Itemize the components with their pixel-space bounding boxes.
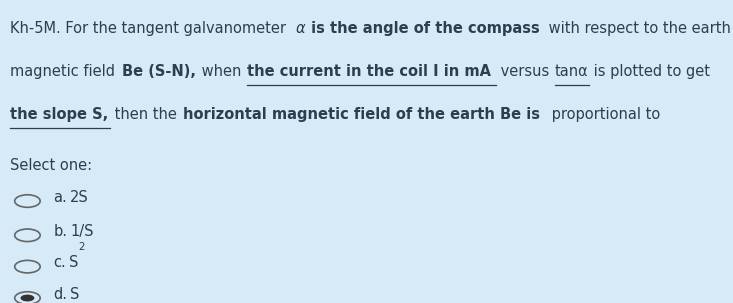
Text: 2S: 2S: [70, 190, 89, 205]
Text: the slope S,: the slope S,: [10, 107, 108, 122]
Text: S: S: [69, 255, 78, 270]
Text: d.: d.: [54, 287, 67, 301]
Text: is the angle of the compass: is the angle of the compass: [306, 21, 539, 36]
Text: tanα: tanα: [555, 64, 589, 79]
Text: with respect to the earth: with respect to the earth: [544, 21, 731, 36]
Text: Select one:: Select one:: [10, 158, 92, 173]
Text: when: when: [197, 64, 246, 79]
Text: α: α: [296, 21, 306, 36]
Text: S: S: [70, 287, 79, 301]
Text: b.: b.: [54, 224, 67, 239]
Text: the current in the coil I in mA: the current in the coil I in mA: [247, 64, 491, 79]
Text: magnetic field: magnetic field: [10, 64, 119, 79]
Text: Be (S-N),: Be (S-N),: [122, 64, 196, 79]
Text: 1/S: 1/S: [70, 224, 94, 239]
Text: is plotted to get: is plotted to get: [589, 64, 710, 79]
Text: c.: c.: [54, 255, 66, 270]
Text: 2: 2: [78, 242, 85, 252]
Circle shape: [21, 295, 34, 301]
Text: proportional to: proportional to: [547, 107, 660, 122]
Text: then the: then the: [110, 107, 182, 122]
Text: Kh-5M. For the tangent galvanometer: Kh-5M. For the tangent galvanometer: [10, 21, 291, 36]
Text: versus: versus: [496, 64, 553, 79]
Text: a.: a.: [54, 190, 67, 205]
Text: horizontal magnetic field of the earth Be is: horizontal magnetic field of the earth B…: [183, 107, 540, 122]
